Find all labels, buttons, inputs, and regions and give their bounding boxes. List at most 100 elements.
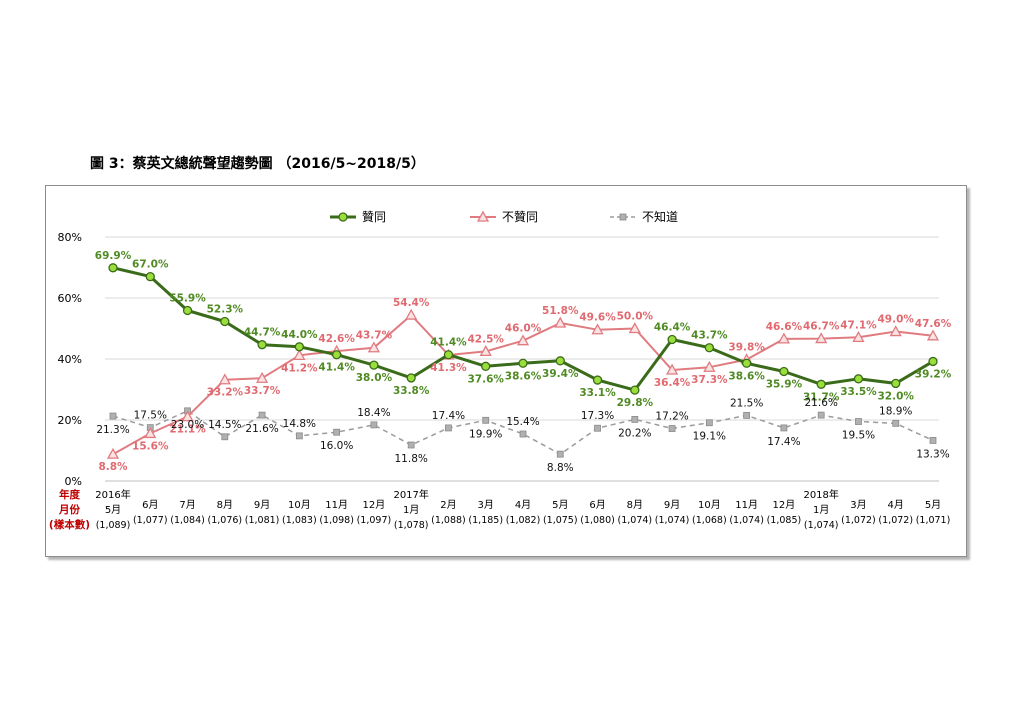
data-label-approve: 41.4% [318, 362, 355, 374]
data-label-dontknow: 18.4% [357, 407, 390, 419]
row-label-year: 年度 [59, 488, 80, 501]
data-point-disapprove [218, 373, 231, 385]
data-point-dontknow [295, 432, 303, 440]
data-label-dontknow: 17.2% [655, 411, 688, 423]
x-month-label: 3月 [478, 499, 494, 511]
x-month-label: 12月 [773, 499, 796, 511]
data-label-disapprove: 8.8% [98, 461, 128, 473]
data-point-disapprove [144, 427, 157, 439]
data-label-approve: 33.5% [840, 386, 877, 398]
data-point-dontknow [519, 430, 527, 438]
x-sample-size: (1,078) [394, 520, 429, 531]
data-point-approve [630, 385, 640, 395]
x-sample-size: (1,074) [804, 520, 839, 531]
data-label-approve: 37.6% [468, 373, 505, 385]
x-sample-size: (1,084) [170, 515, 205, 526]
data-point-dontknow [743, 412, 751, 419]
data-point-approve [853, 374, 864, 384]
data-label-approve: 46.4% [654, 321, 691, 333]
data-point-disapprove [367, 341, 381, 353]
data-label-dontknow: 17.5% [134, 410, 167, 422]
y-tick-label: 80% [58, 231, 82, 244]
legend-marker-dontknow [619, 213, 627, 221]
data-point-approve [518, 358, 528, 368]
data-label-disapprove: 36.4% [654, 377, 691, 389]
legend-label-dontknow: 不知道 [642, 210, 678, 224]
data-point-approve [816, 379, 826, 389]
data-label-disapprove: 37.3% [691, 374, 728, 386]
data-label-dontknow: 21.5% [730, 397, 763, 409]
data-label-dontknow: 8.8% [547, 462, 574, 474]
data-label-disapprove: 46.6% [766, 321, 803, 333]
data-point-disapprove [293, 349, 306, 360]
data-label-approve: 38.6% [728, 370, 765, 382]
data-point-disapprove [554, 316, 567, 328]
data-point-disapprove [703, 360, 716, 372]
data-point-approve [294, 342, 305, 352]
x-month-label: 2月 [440, 499, 456, 511]
data-point-approve [779, 366, 789, 377]
x-sample-size: (1,071) [916, 515, 951, 526]
legend-marker-approve [338, 212, 348, 222]
data-label-dontknow: 21.6% [805, 397, 838, 409]
data-point-approve [331, 350, 342, 360]
y-tick-label: 60% [58, 292, 82, 305]
data-point-disapprove [405, 308, 418, 320]
data-point-disapprove [591, 323, 604, 335]
data-label-approve: 69.9% [95, 250, 132, 262]
data-label-dontknow: 17.3% [581, 410, 614, 422]
data-label-approve: 44.0% [281, 329, 318, 341]
data-label-disapprove: 41.3% [430, 362, 467, 374]
legend-label-disapprove: 不贊同 [502, 210, 538, 224]
data-point-disapprove [181, 410, 194, 422]
x-year-label: 2016年 [95, 488, 130, 501]
data-label-dontknow: 11.8% [395, 453, 428, 465]
data-point-dontknow [780, 424, 788, 432]
x-sample-size: (1,089) [96, 520, 131, 531]
data-point-approve [741, 358, 752, 368]
data-label-disapprove: 51.8% [542, 305, 579, 317]
series-line-dontknow [112, 410, 934, 455]
x-month-label: 12月 [363, 499, 386, 511]
data-label-disapprove: 54.4% [393, 297, 430, 309]
data-label-approve: 38.0% [356, 372, 393, 384]
data-point-approve [592, 375, 603, 385]
x-sample-size: (1,076) [208, 515, 243, 526]
data-point-disapprove [628, 322, 641, 334]
y-tick-label: 0% [65, 475, 82, 488]
data-label-dontknow: 19.9% [469, 428, 502, 440]
data-point-disapprove [852, 331, 865, 342]
data-label-dontknow: 18.9% [879, 405, 912, 417]
data-point-approve [928, 356, 938, 367]
data-point-disapprove [815, 332, 828, 344]
data-point-approve [481, 361, 491, 371]
data-label-dontknow: 16.0% [320, 440, 353, 452]
data-point-approve [257, 340, 267, 350]
data-label-disapprove: 42.5% [468, 333, 505, 345]
data-label-disapprove: 49.6% [579, 312, 616, 324]
data-label-approve: 41.4% [430, 337, 467, 349]
row-label-month: 月份 [58, 503, 80, 516]
data-label-approve: 43.7% [691, 330, 728, 342]
data-label-dontknow: 20.2% [618, 427, 651, 439]
data-point-disapprove [889, 325, 902, 337]
x-sample-size: (1,074) [729, 515, 764, 526]
data-point-dontknow [855, 418, 862, 425]
x-sample-size: (1,075) [543, 515, 578, 526]
data-label-approve: 39.2% [915, 368, 952, 380]
x-month-label: 9月 [254, 499, 270, 511]
data-point-disapprove [106, 447, 120, 459]
data-point-dontknow [258, 411, 266, 419]
data-point-disapprove [479, 345, 492, 357]
data-label-approve: 55.9% [169, 293, 206, 305]
data-label-disapprove: 39.8% [728, 342, 765, 354]
legend-marker-disapprove [476, 210, 490, 222]
data-label-dontknow: 14.8% [283, 418, 316, 430]
data-label-approve: 31.7% [803, 391, 840, 403]
data-point-dontknow [407, 441, 415, 449]
data-point-approve [891, 378, 901, 389]
data-point-dontknow [109, 412, 117, 420]
data-label-approve: 38.6% [505, 370, 542, 382]
data-label-disapprove: 41.2% [281, 362, 318, 374]
